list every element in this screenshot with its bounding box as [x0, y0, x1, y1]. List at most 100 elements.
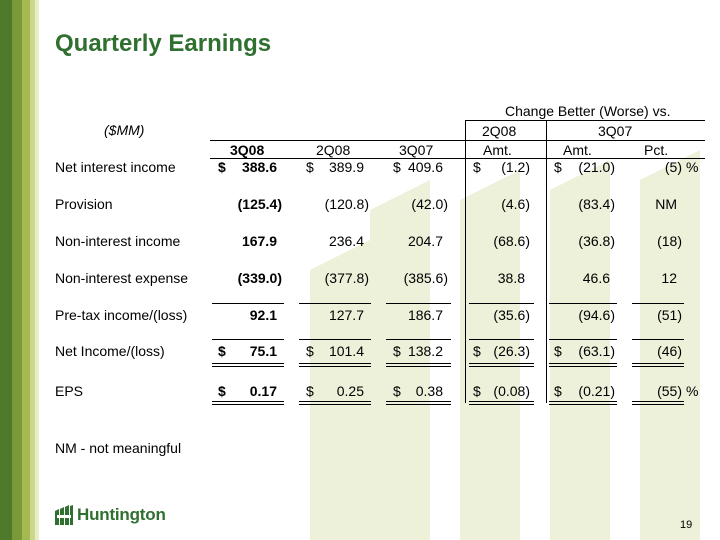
- cell-pct: (46): [657, 343, 682, 359]
- total-double-rule: [632, 363, 684, 367]
- total-double-rule: [212, 401, 284, 405]
- cell-3q07: 138.2: [407, 343, 443, 359]
- dollar-sign: $: [393, 159, 401, 175]
- cell-chg-3q07: (0.21): [578, 383, 615, 399]
- dollar-sign: $: [306, 383, 314, 399]
- cell-chg-2q08: (0.08): [493, 383, 530, 399]
- subtotal-rule: [469, 303, 534, 304]
- column-header-amt-3q07: Amt.: [563, 142, 592, 158]
- units-label: ($MM): [104, 122, 145, 138]
- cell-3q08: (125.4): [237, 196, 282, 212]
- column-separator: [465, 120, 466, 403]
- subtotal-rule: [632, 303, 684, 304]
- row-label: Non-interest expense: [55, 270, 189, 286]
- subtotal-rule: [549, 339, 617, 340]
- footnote: NM - not meaningful: [55, 440, 182, 456]
- cell-pct: (55): [657, 383, 682, 399]
- subtotal-rule: [299, 303, 371, 304]
- dollar-sign: $: [473, 159, 481, 175]
- total-double-rule: [549, 401, 617, 405]
- cell-pct: 12: [661, 270, 677, 286]
- page-title: Quarterly Earnings: [55, 30, 272, 57]
- column-header-amt-2q08: Amt.: [483, 142, 512, 158]
- cell-chg-3q07: (83.4): [578, 196, 615, 212]
- dollar-sign: $: [393, 343, 401, 359]
- cell-chg-2q08: 38.8: [497, 270, 525, 286]
- cell-chg-2q08: (1.2): [501, 159, 530, 175]
- cell-3q08: 167.9: [241, 233, 277, 249]
- cell-3q07: 0.38: [415, 383, 443, 399]
- cell-3q08: (339.0): [237, 270, 282, 286]
- huntington-building-icon: [55, 505, 73, 525]
- cell-chg-3q07: (21.0): [578, 159, 615, 175]
- cell-chg-2q08: (68.6): [493, 233, 530, 249]
- column-header-2q08: 2Q08: [316, 142, 351, 158]
- change-group-header: Change Better (Worse) vs.: [505, 103, 671, 119]
- subtotal-rule: [212, 303, 284, 304]
- total-double-rule: [469, 401, 534, 405]
- cell-2q08: (377.8): [324, 270, 369, 286]
- total-double-rule: [632, 401, 684, 405]
- cell-pct: NM: [655, 196, 677, 212]
- logo-text: Huntington: [77, 505, 166, 524]
- cell-2q08: 101.4: [328, 343, 364, 359]
- column-header-3q08: 3Q08: [230, 142, 265, 158]
- row-label: Pre-tax income/(loss): [55, 307, 188, 323]
- total-double-rule: [299, 363, 371, 367]
- header-divider: [465, 120, 705, 121]
- page-number: 19: [680, 519, 693, 531]
- cell-chg-2q08: (35.6): [493, 307, 530, 323]
- cell-3q07: (385.6): [403, 270, 448, 286]
- column-separator: [546, 120, 547, 403]
- cell-2q08: 389.9: [328, 159, 364, 175]
- cell-chg-3q07: 46.6: [582, 270, 610, 286]
- column-header-3q07: 3Q07: [399, 142, 434, 158]
- subtotal-rule: [386, 339, 451, 340]
- cell-chg-3q07: (63.1): [578, 343, 615, 359]
- cell-3q07: (42.0): [411, 196, 448, 212]
- dollar-sign: $: [473, 383, 481, 399]
- huntington-logo: Huntington: [55, 503, 166, 527]
- header-divider: [210, 140, 705, 141]
- building-watermark-icon: [310, 150, 700, 540]
- cell-3q07: 409.6: [407, 159, 443, 175]
- dollar-sign: $: [473, 343, 481, 359]
- dollar-sign: $: [306, 159, 314, 175]
- dollar-sign: $: [554, 343, 562, 359]
- cell-chg-3q07: (94.6): [578, 307, 615, 323]
- cell-3q08: 388.6: [241, 159, 277, 175]
- row-label: Non-interest income: [55, 233, 181, 249]
- sub-header-3q07: 3Q07: [598, 123, 633, 139]
- cell-3q07: 186.7: [407, 307, 443, 323]
- row-label: EPS: [55, 383, 84, 399]
- dollar-sign: $: [554, 159, 562, 175]
- cell-3q08: 75.1: [249, 343, 277, 359]
- cell-3q07: 204.7: [407, 233, 443, 249]
- percent-sign: %: [686, 383, 699, 399]
- subtotal-rule: [469, 339, 534, 340]
- dollar-sign: $: [554, 383, 562, 399]
- cell-chg-3q07: (36.8): [578, 233, 615, 249]
- column-header-pct: Pct.: [644, 142, 669, 158]
- total-double-rule: [212, 363, 284, 367]
- row-label: Net interest income: [55, 159, 176, 175]
- subtotal-rule: [212, 339, 284, 340]
- cell-2q08: 236.4: [328, 233, 364, 249]
- cell-2q08: (120.8): [324, 196, 369, 212]
- subtotal-rule: [632, 339, 684, 340]
- cell-pct: (51): [657, 307, 682, 323]
- dollar-sign: $: [393, 383, 401, 399]
- total-double-rule: [469, 363, 534, 367]
- cell-2q08: 0.25: [336, 383, 364, 399]
- cell-3q08: 92.1: [249, 307, 277, 323]
- subtotal-rule: [299, 339, 371, 340]
- dollar-sign: $: [306, 343, 314, 359]
- cell-2q08: 127.7: [328, 307, 364, 323]
- cell-3q08: 0.17: [249, 383, 277, 399]
- row-label: Provision: [55, 196, 113, 212]
- percent-sign: %: [686, 159, 699, 175]
- dollar-sign: $: [218, 159, 226, 175]
- cell-pct: (5): [664, 159, 682, 175]
- total-double-rule: [386, 401, 451, 405]
- subtotal-rule: [549, 303, 617, 304]
